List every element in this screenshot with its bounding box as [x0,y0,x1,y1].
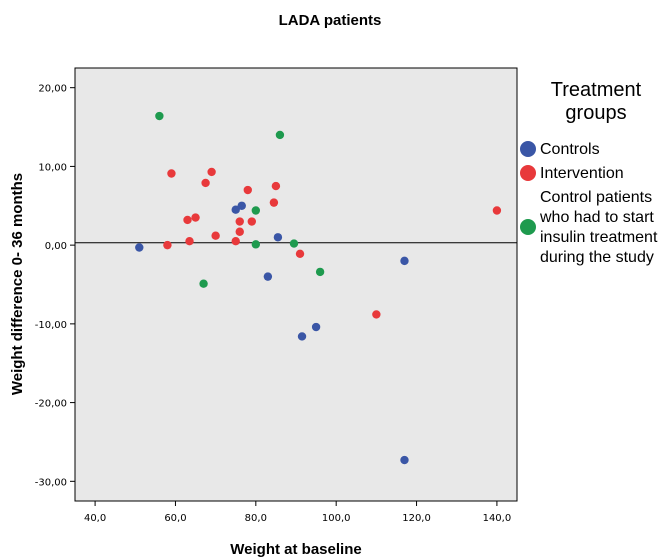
data-point [315,267,325,277]
data-point [191,213,200,222]
data-point [237,201,246,210]
y-tick-label: 20,00 [38,84,67,95]
data-point [155,111,164,121]
x-tick-label: 140,0 [483,513,512,524]
legend-marker [520,219,536,235]
x-tick-label: 120,0 [402,513,431,524]
data-point [273,233,283,242]
legend-entry-label: during the study [540,249,654,266]
data-point [243,185,252,195]
legend-entry-label: who had to start [539,209,654,226]
y-tick-label: -20,00 [35,399,67,410]
x-axis: 40,0 60,0 80,0 100,0 120,0 140,0 [84,501,511,524]
data-point [207,167,216,177]
data-points [135,111,502,465]
legend-entry-label: Control patients [540,189,652,206]
legend-title: Treatment [551,79,642,101]
data-point [235,217,244,226]
x-tick-label: 100,0 [322,513,351,524]
data-point [247,217,256,226]
plot-area [74,67,518,502]
data-point [201,178,210,188]
data-point [163,240,172,250]
data-point [135,243,144,252]
data-point [372,310,381,319]
x-tick-label: 60,0 [164,513,186,524]
data-point [289,239,299,248]
x-axis-label: Weight at baseline [230,541,361,558]
data-point [400,256,409,266]
y-tick-label: 10,00 [38,162,67,173]
data-point [295,249,305,258]
data-point [311,322,321,332]
data-point [235,227,244,236]
y-axis-label: Weight difference 0- 36 months [9,173,26,395]
y-axis: 20,00 10,00 0,00 -10,00 -20,00 -30,00 [35,84,75,488]
data-point [199,279,208,288]
legend-entry-label: Intervention [540,165,624,182]
chart-title: LADA patients [279,12,382,29]
y-tick-label: -10,00 [35,320,67,331]
data-point [183,215,192,225]
data-point [211,231,220,240]
data-point [275,130,285,140]
data-point [271,181,281,191]
data-point [231,237,240,246]
y-tick-label: -30,00 [35,477,67,488]
x-tick-label: 80,0 [245,513,267,524]
data-point [185,237,194,246]
data-point [167,169,176,178]
data-point [263,272,273,281]
data-point [251,206,261,215]
data-point [269,198,279,207]
legend-marker [520,141,536,157]
data-point [400,455,409,465]
data-point [251,240,261,249]
legend-title: groups [565,102,626,124]
y-tick-label: 0,00 [45,241,67,252]
legend-marker [520,165,536,181]
x-tick-label: 40,0 [84,513,106,524]
data-point [231,205,240,214]
data-point [297,332,307,341]
legend-entry-label: Controls [540,141,600,158]
data-point [492,206,502,215]
legend-entry-label: insulin treatment [540,229,658,246]
